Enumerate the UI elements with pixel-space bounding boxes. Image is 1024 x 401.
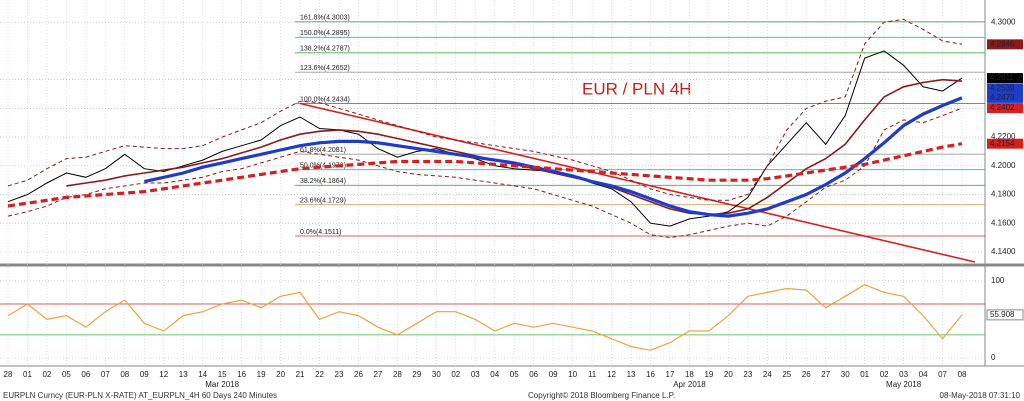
price-tag bbox=[987, 39, 1023, 50]
price-tag bbox=[987, 83, 1023, 94]
x-tick-label: 12 bbox=[159, 370, 168, 379]
x-tick-label: 08 bbox=[958, 370, 967, 379]
y-tick-label: 4.1600 bbox=[991, 218, 1016, 227]
x-tick-label: 23 bbox=[335, 370, 344, 379]
price-tag-label: 4.2154 bbox=[990, 139, 1015, 148]
value-tag-label: 55.908 bbox=[990, 310, 1015, 319]
footer-left: EURPLN Curncy (EUR-PLN X-RATE) AT_EURPLN… bbox=[3, 391, 277, 400]
footer-center: Copyright© 2018 Bloomberg Finance L.P. bbox=[528, 391, 675, 400]
x-tick-label: 30 bbox=[841, 370, 850, 379]
x-tick-label: 15 bbox=[218, 370, 227, 379]
x-tick-label: 30 bbox=[432, 370, 441, 379]
x-tick-label: 13 bbox=[627, 370, 636, 379]
x-tick-label: 11 bbox=[588, 370, 597, 379]
x-tick-label: 16 bbox=[646, 370, 655, 379]
value-tag bbox=[986, 309, 1024, 321]
y-tick-label: 4.3000 bbox=[991, 17, 1016, 26]
x-tick-label: 05 bbox=[510, 370, 519, 379]
price-tag bbox=[987, 138, 1023, 149]
x-tick-label: 09 bbox=[549, 370, 558, 379]
x-tick-label: 01 bbox=[860, 370, 869, 379]
y-tick-label: 100 bbox=[991, 276, 1005, 285]
price-tag-label: 4.2402 bbox=[990, 103, 1015, 112]
fib-label: 50.0%(4.1973) bbox=[300, 163, 346, 170]
price-tag-label: 4.2846 bbox=[990, 39, 1015, 48]
y-tick-label: 4.2200 bbox=[991, 132, 1016, 141]
x-tick-label: 10 bbox=[568, 370, 577, 379]
price-tag bbox=[987, 103, 1023, 114]
series-line bbox=[7, 284, 963, 351]
price-tag-label: 4.2473 bbox=[990, 93, 1015, 102]
x-tick-label: 08 bbox=[120, 370, 129, 379]
x-tick-label: 19 bbox=[257, 370, 266, 379]
x-tick-label: 14 bbox=[198, 370, 207, 379]
series-line bbox=[143, 96, 963, 218]
x-tick-label: 17 bbox=[666, 370, 675, 379]
price-tag-label: 4.2611 bbox=[990, 73, 1014, 82]
fib-label: 100.0%(4.2434) bbox=[300, 96, 350, 103]
x-tick-label: 04 bbox=[919, 370, 928, 379]
x-tick-label: 02 bbox=[42, 370, 51, 379]
footer-right: 08-May-2018 07:31:10 bbox=[940, 391, 1021, 400]
price-tag bbox=[987, 92, 1023, 103]
x-tick-label: 19 bbox=[704, 370, 713, 379]
x-tick-label: 22 bbox=[315, 370, 324, 379]
x-tick-label: 06 bbox=[81, 370, 90, 379]
fib-label: 0.0%(4.1511) bbox=[300, 229, 342, 236]
y-tick-label: 4.1400 bbox=[991, 247, 1016, 256]
x-tick-label: 26 bbox=[802, 370, 811, 379]
fib-label: 61.8%(4.2081) bbox=[300, 147, 346, 154]
x-tick-label: 28 bbox=[4, 370, 13, 379]
fib-label: 23.6%(4.1729) bbox=[300, 198, 346, 205]
x-tick-label: 20 bbox=[724, 370, 733, 379]
x-tick-label: 02 bbox=[451, 370, 460, 379]
chart-title: EUR / PLN 4H bbox=[582, 79, 692, 98]
x-tick-label: 05 bbox=[62, 370, 71, 379]
x-tick-label: 26 bbox=[354, 370, 363, 379]
fib-label: 161.8%(4.3003) bbox=[300, 15, 350, 22]
month-label: May 2018 bbox=[886, 380, 922, 389]
x-tick-label: 27 bbox=[373, 370, 382, 379]
x-tick-label: 20 bbox=[276, 370, 285, 379]
x-tick-label: 06 bbox=[529, 370, 538, 379]
x-tick-label: 07 bbox=[938, 370, 947, 379]
x-tick-label: 07 bbox=[101, 370, 110, 379]
x-tick-label: 18 bbox=[685, 370, 694, 379]
x-tick-label: 25 bbox=[782, 370, 791, 379]
series-line bbox=[7, 107, 963, 239]
y-tick-label: 4.2000 bbox=[991, 161, 1016, 170]
x-tick-label: 23 bbox=[743, 370, 752, 379]
price-tag-label: 4.2539 bbox=[990, 84, 1015, 93]
price-tag bbox=[987, 73, 1023, 84]
fib-label: 38.2%(4.1864) bbox=[300, 178, 346, 185]
x-tick-label: 21 bbox=[296, 370, 305, 379]
fib-label: 123.6%(4.2652) bbox=[300, 65, 350, 72]
x-tick-label: 03 bbox=[471, 370, 480, 379]
month-label: Mar 2018 bbox=[205, 380, 239, 389]
x-tick-label: 09 bbox=[140, 370, 149, 379]
x-tick-label: 29 bbox=[412, 370, 421, 379]
x-tick-label: 12 bbox=[607, 370, 616, 379]
x-tick-label: 24 bbox=[763, 370, 772, 379]
y-tick-label: 4.1800 bbox=[991, 190, 1016, 199]
x-tick-label: 16 bbox=[237, 370, 246, 379]
series-line bbox=[7, 142, 963, 208]
x-tick-label: 13 bbox=[179, 370, 188, 379]
x-tick-label: 03 bbox=[899, 370, 908, 379]
month-label: Apr 2018 bbox=[673, 380, 706, 389]
y-tick-label: 0 bbox=[991, 353, 996, 362]
x-tick-label: 04 bbox=[490, 370, 499, 379]
x-tick-label: 28 bbox=[393, 370, 402, 379]
fib-label: 150.0%(4.2895) bbox=[300, 30, 350, 37]
x-tick-label: 01 bbox=[23, 370, 32, 379]
x-tick-label: 27 bbox=[821, 370, 830, 379]
fib-label: 138.2%(4.2787) bbox=[300, 46, 350, 53]
x-tick-label: 02 bbox=[880, 370, 889, 379]
